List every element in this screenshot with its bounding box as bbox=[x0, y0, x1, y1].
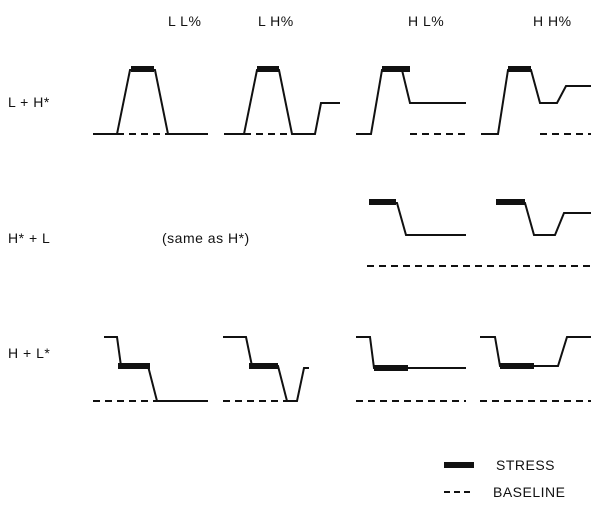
column-header: L H% bbox=[258, 13, 294, 29]
contour-lh-lh bbox=[224, 66, 340, 135]
legend-baseline-label: BASELINE bbox=[493, 484, 566, 500]
legend-stress-label: STRESS bbox=[496, 457, 556, 473]
contour-hlstar-ll bbox=[93, 336, 208, 402]
column-header: L L% bbox=[168, 13, 202, 29]
row-label: L + H* bbox=[8, 94, 50, 110]
contour-hl-hl bbox=[369, 199, 466, 236]
row-label: H + L* bbox=[8, 345, 51, 361]
contour-hlstar-lh bbox=[223, 336, 309, 402]
contour-hlstar-hl bbox=[356, 336, 466, 402]
contour-lh-hl bbox=[356, 66, 466, 135]
column-header: H H% bbox=[533, 13, 572, 29]
column-header: H L% bbox=[408, 13, 445, 29]
contour-hl-hh bbox=[496, 199, 591, 236]
contour-lh-hh bbox=[481, 66, 591, 135]
row-label: H* + L bbox=[8, 230, 51, 246]
row-note: (same as H*) bbox=[162, 230, 250, 246]
contour-lh-ll bbox=[93, 66, 208, 135]
contour-hlstar-hh bbox=[480, 336, 591, 402]
